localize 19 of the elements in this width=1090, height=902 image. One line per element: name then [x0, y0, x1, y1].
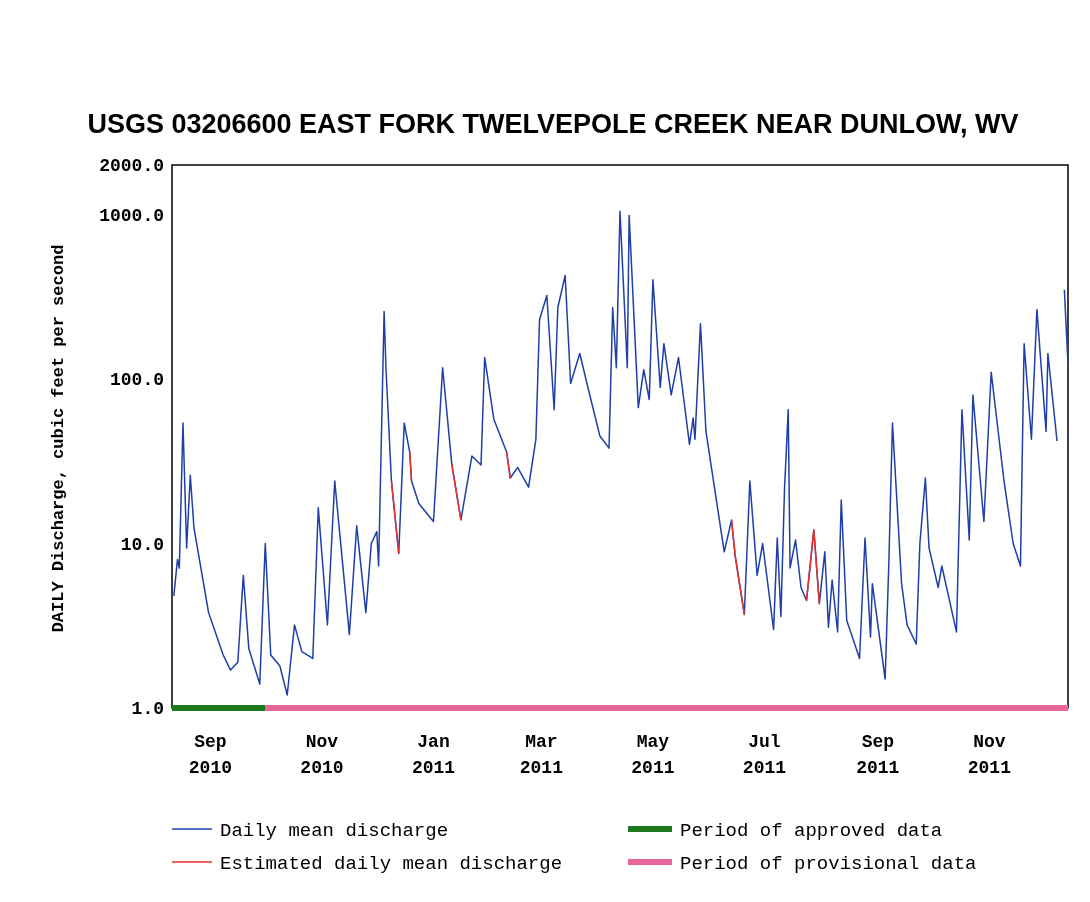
x-tick-label: Nov 2010: [300, 732, 344, 778]
legend-label: Period of provisional data: [680, 852, 977, 875]
y-tick-label: 1.0: [131, 699, 164, 720]
legend-label: Estimated daily mean discharge: [220, 852, 563, 875]
legend-label: Daily mean discharge: [220, 819, 449, 842]
x-tick-label: Sep 2010: [188, 732, 233, 778]
x-tick-label: Sep 2011: [856, 732, 900, 778]
y-axis-title: DAILY Discharge, cubic feet per second: [49, 244, 68, 633]
y-tick-label: 10.0: [120, 534, 164, 555]
x-tick-label: Mar 2011: [519, 732, 564, 778]
y-tick-label: 100.0: [109, 370, 164, 391]
x-tick-label: May 2011: [631, 732, 675, 778]
x-tick-label: Nov 2011: [967, 732, 1012, 778]
x-tick-label: Jan 2011: [411, 732, 456, 778]
legend-label: Period of approved data: [680, 819, 943, 842]
x-tick-label: Jul 2011: [742, 732, 787, 778]
y-tick-label: 1000.0: [99, 205, 164, 226]
y-tick-label: 2000.0: [99, 156, 164, 177]
chart-title: USGS 03206600 EAST FORK TWELVEPOLE CREEK NEAR DUNLOW, WV: [87, 109, 1019, 139]
